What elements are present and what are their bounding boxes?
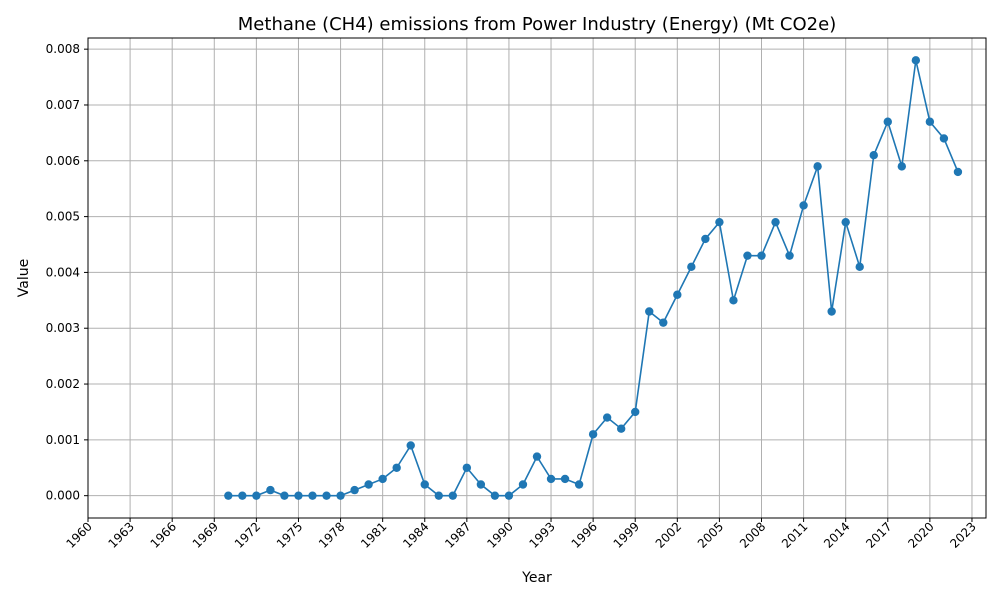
data-point xyxy=(336,491,345,500)
chart-title: Methane (CH4) emissions from Power Indus… xyxy=(238,14,836,35)
data-point xyxy=(855,262,864,272)
y-tick-label: 0.005 xyxy=(46,210,80,224)
data-point xyxy=(490,491,500,500)
data-point xyxy=(659,318,668,327)
data-point xyxy=(827,307,836,316)
data-point xyxy=(280,491,289,500)
data-point xyxy=(813,162,822,171)
data-point xyxy=(869,151,878,160)
data-point xyxy=(785,251,794,260)
data-point xyxy=(771,217,780,227)
grid-lines xyxy=(87,38,986,518)
data-point xyxy=(350,485,359,495)
data-point xyxy=(701,234,710,244)
data-point xyxy=(252,491,261,500)
data-point xyxy=(378,474,387,484)
data-point xyxy=(434,491,443,500)
data-point xyxy=(588,430,598,439)
data-point xyxy=(687,262,696,272)
data-point xyxy=(616,424,626,433)
data-point xyxy=(602,413,612,422)
y-axis-ticks: 0.000 0.001 0.002 0.003 0.004 0.005 0.006 0.007… xyxy=(46,42,88,503)
y-tick-label: 0.008 xyxy=(46,42,80,56)
data-point xyxy=(322,491,331,500)
data-point xyxy=(266,485,275,495)
data-point xyxy=(631,407,640,417)
y-axis-label: Value xyxy=(16,259,32,297)
data-point xyxy=(939,134,949,143)
y-tick-label: 0.001 xyxy=(46,433,80,447)
y-tick-label: 0.003 xyxy=(46,321,80,335)
data-point xyxy=(897,162,907,171)
data-point xyxy=(673,290,682,299)
data-point xyxy=(841,217,850,227)
data-point xyxy=(799,201,808,210)
data-point xyxy=(574,480,584,489)
data-point xyxy=(476,480,486,489)
data-point xyxy=(448,491,458,500)
data-point xyxy=(420,480,429,489)
data-point xyxy=(364,480,373,489)
y-tick-label: 0.002 xyxy=(46,377,80,391)
data-point xyxy=(406,441,415,450)
data-point xyxy=(504,491,514,500)
data-point xyxy=(925,117,935,126)
data-point xyxy=(560,474,570,484)
data-point xyxy=(238,491,247,500)
data-point xyxy=(392,463,401,472)
data-point xyxy=(532,452,542,461)
y-tick-label: 0.004 xyxy=(46,265,80,279)
y-tick-label: 0.000 xyxy=(46,489,80,503)
plot-frame xyxy=(87,37,987,519)
data-point xyxy=(911,56,921,65)
data-point xyxy=(953,167,963,177)
data-point xyxy=(645,307,654,316)
data-point xyxy=(757,251,766,260)
data-point xyxy=(743,251,752,260)
data-point xyxy=(224,491,233,500)
x-axis-label: Year xyxy=(521,570,552,586)
data-point xyxy=(308,491,317,500)
data-point xyxy=(294,491,303,500)
data-point xyxy=(729,296,738,305)
data-point xyxy=(883,117,892,126)
y-tick-label: 0.007 xyxy=(46,98,80,112)
data-point xyxy=(518,480,528,489)
y-tick-label: 0.006 xyxy=(46,154,80,168)
data-point xyxy=(715,217,724,227)
data-point xyxy=(546,474,556,484)
plot-area xyxy=(224,56,963,500)
data-point xyxy=(462,463,472,472)
